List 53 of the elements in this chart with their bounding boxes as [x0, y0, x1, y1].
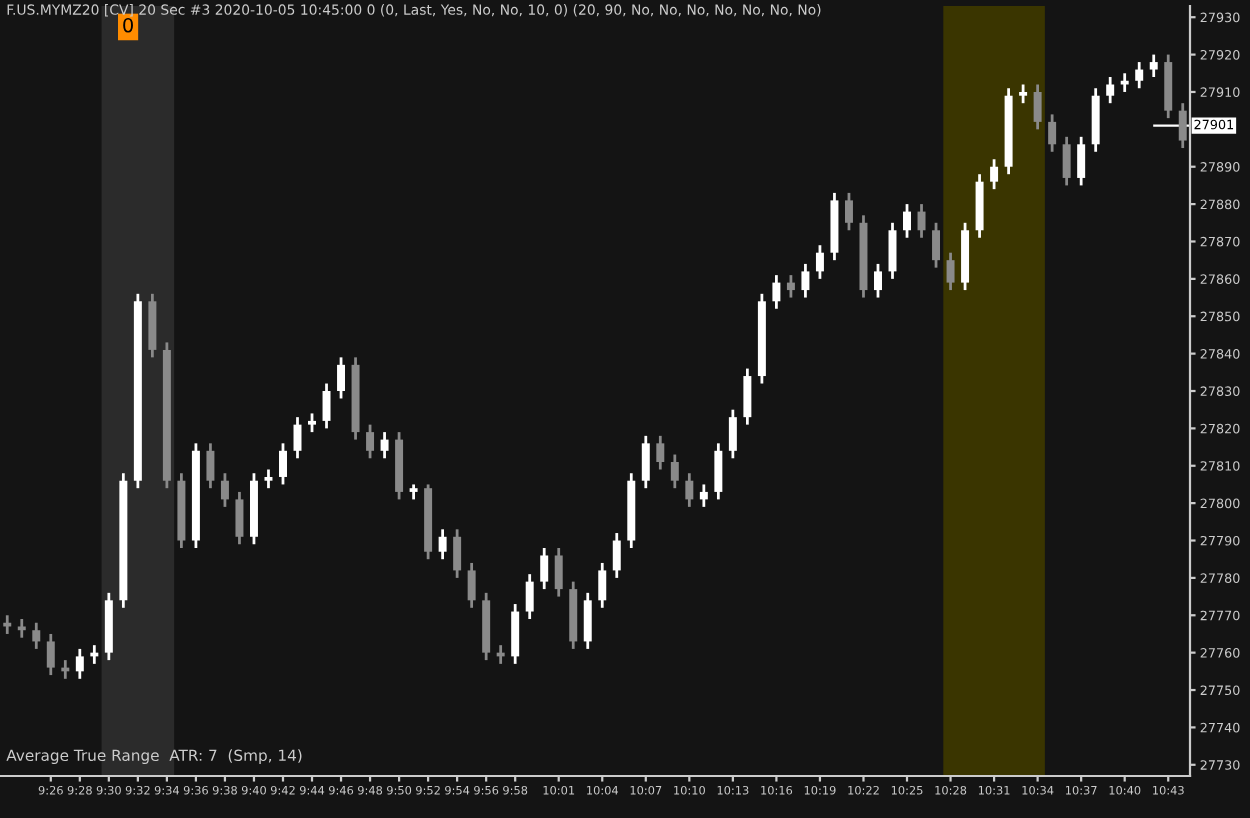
candlestick: [308, 412, 316, 434]
band-label: 0: [123, 17, 133, 33]
candlestick: [772, 273, 781, 311]
candlestick: [511, 602, 520, 666]
candlestick: [438, 527, 447, 561]
candlestick: [743, 367, 752, 427]
candlestick: [220, 471, 229, 509]
candlestick: [685, 471, 694, 509]
candlestick: [264, 468, 273, 490]
candlestick: [380, 430, 389, 460]
candlestick: [874, 262, 882, 299]
candlestick: [656, 434, 665, 471]
candlestick: [46, 632, 55, 677]
candlestick: [598, 561, 607, 610]
candlestick: [801, 262, 810, 299]
candlestick: [583, 591, 592, 651]
candlestick: [815, 243, 824, 281]
candlestick: [322, 382, 331, 430]
candlestick: [714, 441, 723, 501]
candlestick: [1135, 60, 1144, 90]
candlestick: [1149, 53, 1158, 79]
candlestick: [1077, 135, 1086, 187]
candlestick: [1048, 113, 1057, 154]
candlestick: [903, 202, 911, 240]
candlestick: [235, 490, 244, 546]
candlestick: [206, 441, 215, 490]
candlestick: [525, 572, 534, 621]
candlestick: [612, 531, 621, 580]
candlestick: [1019, 83, 1028, 105]
candlestick: [699, 483, 708, 509]
candlestick: [917, 202, 926, 240]
candlestick: [786, 273, 795, 299]
candlestick: [728, 408, 737, 460]
candlestick: [337, 355, 346, 400]
candlestick: [932, 221, 941, 270]
candlestick: [946, 251, 955, 292]
candlestick: [844, 191, 853, 232]
candlestick: [17, 617, 26, 640]
candlestick: [1062, 135, 1071, 187]
candlestick: [75, 647, 84, 681]
candlestick: [32, 621, 41, 651]
candlestick: [540, 546, 549, 591]
candlestick: [366, 423, 375, 460]
candlestick: [453, 527, 462, 580]
candlestick: [1178, 101, 1187, 150]
candlestick: [1033, 83, 1042, 131]
candlestick: [990, 157, 999, 191]
candlestick: [641, 434, 650, 490]
candlestick: [279, 441, 287, 486]
candlestick: [467, 561, 476, 610]
candlestick: [554, 546, 563, 598]
candlestick: [1106, 75, 1115, 105]
candlestick: [670, 453, 679, 490]
